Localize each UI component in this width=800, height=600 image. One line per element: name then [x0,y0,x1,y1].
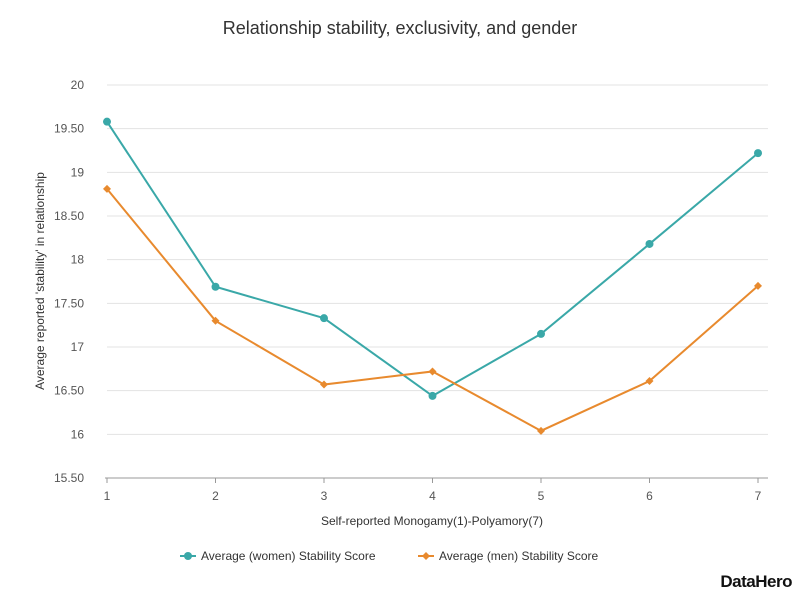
datahero-logo: DataHero [720,572,792,591]
series-line-women [106,121,759,398]
x-tick-label: 4 [429,489,436,503]
y-tick-label: 19.50 [54,122,84,136]
legend-marker [422,552,430,560]
y-tick-label: 20 [71,78,85,92]
data-point [645,239,654,248]
data-point [320,380,328,389]
data-point [103,184,111,193]
legend-marker [184,552,192,560]
x-tick-label: 7 [755,489,762,503]
y-tick-label: 17 [71,340,85,354]
chart-title: Relationship stability, exclusivity, and… [222,18,578,38]
data-point [320,314,328,323]
x-tick-label: 5 [538,489,545,503]
y-axis-label: Average reported 'stability' in relation… [33,172,47,390]
data-point [428,367,437,376]
data-point [211,282,220,291]
y-tick-label: 18 [71,253,85,267]
y-tick-label: 16 [71,427,85,441]
x-tick-label: 1 [104,489,111,503]
x-tick-label: 6 [646,489,653,503]
y-tick-label: 19 [71,165,85,179]
legend-label: Average (women) Stability Score [201,549,376,563]
y-tick-label: 16.50 [54,384,84,398]
legend-label: Average (men) Stability Score [439,549,599,563]
data-point [754,281,762,290]
data-point [428,391,437,400]
y-tick-label: 15.50 [54,471,84,485]
data-point [103,117,111,126]
x-tick-label: 2 [212,489,219,503]
x-tick-label: 3 [321,489,328,503]
data-point [211,316,220,325]
y-tick-label: 17.50 [54,296,84,310]
data-point [754,149,762,158]
data-point [537,329,545,338]
x-axis-label: Self-reported Monogamy(1)-Polyamory(7) [321,514,543,528]
y-tick-label: 18.50 [54,209,84,223]
data-point [645,377,654,386]
data-point [537,426,545,435]
